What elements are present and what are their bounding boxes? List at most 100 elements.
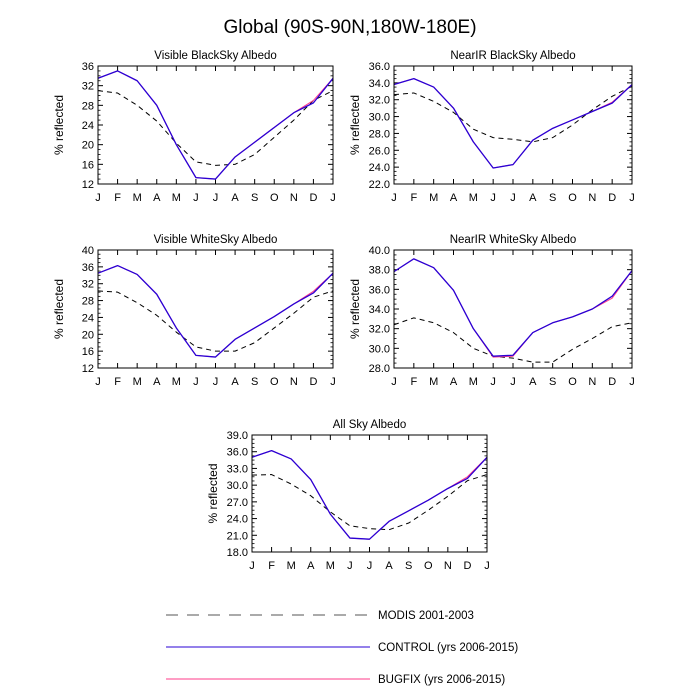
- x-tick-label: J: [213, 376, 219, 388]
- panel-title: NearIR WhiteSky Albedo: [450, 234, 577, 246]
- legend-item-2: CONTROL (yrs 2006-2015): [166, 642, 518, 654]
- bugfix-line: [393, 258, 633, 358]
- bugfix-line: [251, 450, 488, 540]
- x-tick-label: M: [326, 560, 335, 572]
- x-tick-label: A: [153, 192, 161, 204]
- panel-title: Visible BlackSky Albedo: [154, 50, 277, 62]
- y-tick-label: 34.0: [369, 304, 390, 316]
- y-tick-label: 24.0: [227, 514, 248, 526]
- legend: MODIS 2001-2003 CONTROL (yrs 2006-2015) BU…: [166, 610, 518, 686]
- plot-frame: [393, 65, 633, 185]
- y-tick-label: 18.0: [227, 547, 248, 559]
- y-tick-label: 32.0: [369, 95, 390, 107]
- x-tick-label: D: [309, 192, 317, 204]
- x-tick-label: F: [268, 560, 275, 572]
- bugfix-line: [393, 78, 633, 169]
- x-tick-label: A: [529, 376, 537, 388]
- x-tick-label: A: [307, 560, 315, 572]
- x-tick-label: N: [290, 192, 298, 204]
- x-tick-label: J: [391, 376, 397, 388]
- y-tick-label: 30.0: [227, 480, 248, 492]
- y-tick-label: 40.0: [369, 245, 390, 257]
- x-tick-label: D: [608, 192, 616, 204]
- bugfix-line: [97, 265, 334, 358]
- y-tick-label: 30.0: [369, 343, 390, 355]
- control-line: [393, 77, 633, 169]
- x-tick-label: M: [172, 376, 181, 388]
- y-tick-label: 30.0: [369, 112, 390, 124]
- x-tick-label: S: [405, 560, 412, 572]
- y-tick-label: 20: [82, 140, 94, 152]
- x-tick-label: M: [172, 192, 181, 204]
- x-tick-label: D: [309, 376, 317, 388]
- x-tick-label: J: [330, 192, 336, 204]
- chart-panel-1: Visible BlackSky Albedo % reflected 12 16 20…: [52, 50, 336, 204]
- y-axis-label: % reflected: [52, 95, 66, 155]
- x-tick-label: N: [290, 376, 298, 388]
- panel-title: All Sky Albedo: [333, 419, 407, 431]
- x-tick-label: F: [114, 192, 121, 204]
- x-tick-label: D: [463, 560, 471, 572]
- x-tick-label: M: [287, 560, 296, 572]
- legend-label: MODIS 2001-2003: [378, 610, 474, 622]
- y-tick-label: 39.0: [227, 430, 248, 442]
- x-tick-label: A: [450, 192, 458, 204]
- x-tick-label: J: [193, 376, 199, 388]
- chart-panel-3: Visible WhiteSky Albedo % reflected 12 16 20…: [52, 234, 336, 388]
- control-line: [393, 258, 633, 357]
- x-tick-label: F: [410, 376, 417, 388]
- y-tick-label: 26.0: [369, 145, 390, 157]
- x-tick-label: S: [251, 376, 258, 388]
- x-tick-label: J: [193, 192, 199, 204]
- y-tick-label: 40: [82, 245, 94, 257]
- x-tick-label: A: [450, 376, 458, 388]
- y-tick-label: 28: [82, 100, 94, 112]
- x-tick-label: F: [410, 192, 417, 204]
- x-tick-label: M: [429, 192, 438, 204]
- chart-panel-2: NearIR BlackSky Albedo % reflected 22.0 24.…: [348, 50, 635, 204]
- control-line: [97, 70, 334, 180]
- x-tick-label: O: [568, 376, 577, 388]
- y-tick-label: 12: [82, 363, 94, 375]
- x-tick-label: F: [114, 376, 121, 388]
- y-tick-label: 21.0: [227, 530, 248, 542]
- figure-title: Global (90S-90N,180W-180E): [223, 17, 476, 38]
- x-tick-label: J: [391, 192, 397, 204]
- y-tick-label: 24.0: [369, 162, 390, 174]
- y-tick-label: 36.0: [369, 284, 390, 296]
- x-tick-label: S: [549, 376, 556, 388]
- y-tick-label: 28: [82, 296, 94, 308]
- x-tick-label: N: [588, 192, 596, 204]
- y-tick-label: 36.0: [227, 447, 248, 459]
- x-tick-label: J: [249, 560, 255, 572]
- x-tick-label: O: [270, 192, 279, 204]
- control-line: [97, 264, 334, 358]
- plot-frame: [97, 249, 334, 369]
- x-tick-label: O: [568, 192, 577, 204]
- x-tick-label: M: [469, 192, 478, 204]
- y-tick-label: 32: [82, 279, 94, 291]
- x-tick-label: S: [549, 192, 556, 204]
- x-tick-label: J: [629, 192, 635, 204]
- x-tick-label: A: [231, 192, 239, 204]
- x-tick-label: J: [484, 560, 490, 572]
- y-tick-label: 36: [82, 61, 94, 73]
- y-tick-label: 16: [82, 346, 94, 358]
- bugfix-line: [97, 70, 334, 180]
- y-tick-label: 16: [82, 159, 94, 171]
- x-tick-label: J: [95, 192, 101, 204]
- y-tick-label: 28.0: [369, 363, 390, 375]
- plot-frame: [393, 249, 633, 369]
- y-axis-label: % reflected: [52, 279, 66, 339]
- y-tick-label: 28.0: [369, 128, 390, 140]
- panel-title: Visible WhiteSky Albedo: [154, 234, 278, 246]
- x-tick-label: J: [490, 192, 496, 204]
- y-tick-label: 20: [82, 329, 94, 341]
- y-tick-label: 32: [82, 81, 94, 93]
- y-tick-label: 36: [82, 262, 94, 274]
- chart-panel-5: All Sky Albedo % reflected 18.0 21.0 24.0 27.…: [206, 419, 490, 572]
- x-tick-label: A: [385, 560, 393, 572]
- x-tick-label: S: [251, 192, 258, 204]
- chart-panels: Visible BlackSky Albedo % reflected 12 16 20…: [52, 50, 635, 572]
